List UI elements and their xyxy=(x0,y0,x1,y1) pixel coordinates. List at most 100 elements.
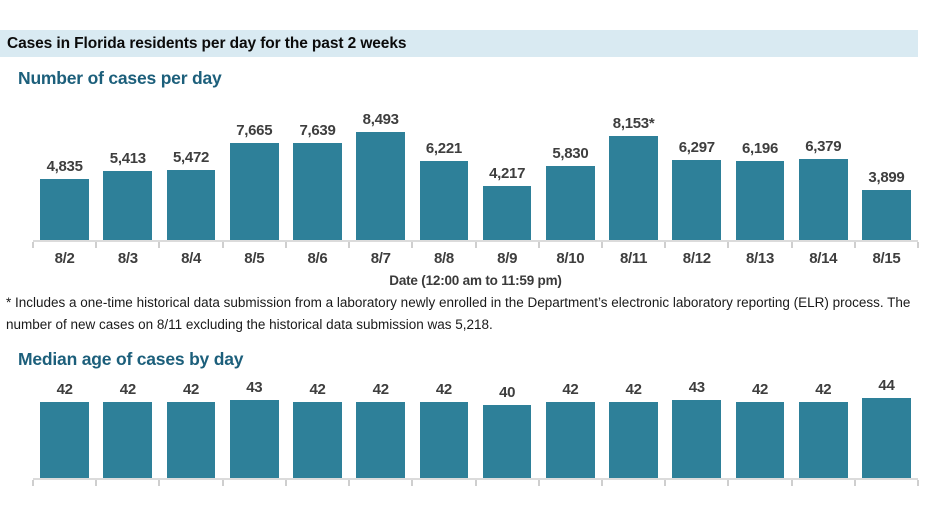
bar-value-label: 42 xyxy=(183,380,200,398)
axis-tick xyxy=(727,242,730,248)
bar xyxy=(672,159,722,240)
bar-column: 8,493 xyxy=(349,111,412,240)
bar xyxy=(609,401,658,479)
axis-tick xyxy=(221,480,224,487)
bar-value-label: 4,217 xyxy=(489,165,526,183)
bar-value-label: 42 xyxy=(625,380,642,398)
axis-tick xyxy=(474,480,477,487)
bar xyxy=(609,136,658,240)
bar-column: 6,196 xyxy=(728,140,791,240)
bar-column: 7,665 xyxy=(223,122,286,240)
x-tick-label: 8/10 xyxy=(556,250,585,267)
bar xyxy=(293,142,342,240)
bar-column: 43 xyxy=(223,378,286,479)
bar-value-label: 6,221 xyxy=(425,139,462,157)
bar-value-label: 42 xyxy=(56,380,73,398)
axis-tick xyxy=(917,242,919,248)
bar-column: 42 xyxy=(602,380,665,479)
bar-column: 6,379 xyxy=(792,138,855,240)
report-title: Cases in Florida residents per day for t… xyxy=(7,35,407,52)
axis-tick xyxy=(917,480,919,487)
bar xyxy=(862,398,911,479)
bar-value-label: 5,472 xyxy=(173,149,210,167)
bar xyxy=(798,158,848,240)
bar xyxy=(229,399,279,479)
axis-tick xyxy=(348,480,351,487)
x-tick-label: 8/8 xyxy=(433,250,454,267)
bar-value-label: 6,196 xyxy=(741,140,779,158)
bar-value-label: 8,493 xyxy=(362,111,399,128)
axis-tick xyxy=(158,480,161,487)
bar-column: 5,413 xyxy=(96,150,159,240)
axis-tick xyxy=(790,242,793,248)
x-tick-label: 8/6 xyxy=(307,250,328,267)
bar-value-label: 42 xyxy=(751,380,769,398)
bar-value-label: 42 xyxy=(435,380,452,398)
axis-tick xyxy=(158,242,161,248)
bar xyxy=(40,401,89,479)
bar-column: 8,153* xyxy=(602,115,665,240)
bar xyxy=(862,190,911,240)
axis-tick xyxy=(537,242,540,248)
bar-column: 42 xyxy=(539,380,602,479)
bar xyxy=(419,160,469,240)
bar xyxy=(40,178,89,240)
bar-value-label: 40 xyxy=(499,384,516,402)
report-title-band: Cases in Florida residents per day for t… xyxy=(0,30,918,57)
x-tick-label: 8/11 xyxy=(619,250,648,267)
bar-column: 42 xyxy=(792,380,855,479)
bar-value-label: 42 xyxy=(562,380,579,398)
axis-tick xyxy=(348,242,351,248)
bar-value-label: 4,835 xyxy=(46,157,83,175)
bar-value-label: 42 xyxy=(815,380,832,398)
bar-value-label: 5,830 xyxy=(552,144,589,162)
axis-tick xyxy=(284,242,287,248)
x-tick-label: 8/2 xyxy=(54,250,75,267)
axis-tick xyxy=(664,480,667,487)
bar-value-label: 43 xyxy=(246,378,263,396)
bar-value-label: 42 xyxy=(119,380,136,398)
bar-column: 42 xyxy=(286,381,349,479)
chart1-title: Number of cases per day xyxy=(18,68,222,88)
bar xyxy=(103,171,153,240)
bar-value-label: 43 xyxy=(688,378,705,396)
x-tick-label: 8/14 xyxy=(809,250,838,267)
bar xyxy=(546,165,595,240)
x-tick-label: 8/9 xyxy=(497,250,518,267)
bar xyxy=(482,186,532,240)
bar xyxy=(166,170,216,240)
chart1-x-axis-title: Date (12:00 am to 11:59 pm) xyxy=(389,273,562,288)
bar-value-label: 6,379 xyxy=(805,137,842,155)
bar-column: 3,899 xyxy=(855,169,918,240)
x-tick-label: 8/4 xyxy=(181,250,202,267)
bar-column: 6,221 xyxy=(412,140,475,240)
chart1-plot-area: 4,835 5,413 5,472 7,665 7,639 8,493 6,221 4,217… xyxy=(33,103,918,240)
chart1-x-tick-labels: 8/2 8/3 8/4 8/5 8/6 8/7 8/8 8/9 8/10 8/11 8/12 8/13… xyxy=(33,250,918,267)
bar xyxy=(166,401,216,479)
x-tick-label: 8/12 xyxy=(682,250,711,267)
bar-column: 43 xyxy=(665,378,728,479)
bar-column: 7,639 xyxy=(286,122,349,240)
median-age-bar-chart: 42 42 42 43 42 42 42 40 42 42 43 42 42 44 xyxy=(32,375,919,487)
axis-tick xyxy=(600,242,603,248)
axis-tick xyxy=(727,480,730,487)
bar xyxy=(482,405,532,479)
axis-tick xyxy=(284,480,287,487)
bar xyxy=(293,401,342,479)
bar-column: 42 xyxy=(728,380,791,479)
bar-column: 4,835 xyxy=(33,157,96,240)
x-tick-label: 8/5 xyxy=(244,250,265,267)
bar-column: 40 xyxy=(476,384,539,479)
axis-tick xyxy=(853,242,856,248)
chart2-title: Median age of cases by day xyxy=(18,349,244,370)
bar-column: 44 xyxy=(855,377,918,479)
axis-tick xyxy=(790,480,793,487)
bar xyxy=(103,401,153,479)
bar-column: 42 xyxy=(412,380,475,479)
axis-tick xyxy=(853,480,856,487)
chart2-x-axis xyxy=(32,478,919,487)
bar-column: 42 xyxy=(96,380,159,479)
cases-per-day-bar-chart: 4,835 5,413 5,472 7,665 7,639 8,493 6,221 4,217… xyxy=(32,103,919,248)
axis-tick xyxy=(664,242,667,248)
bar-column: 5,830 xyxy=(539,145,602,240)
